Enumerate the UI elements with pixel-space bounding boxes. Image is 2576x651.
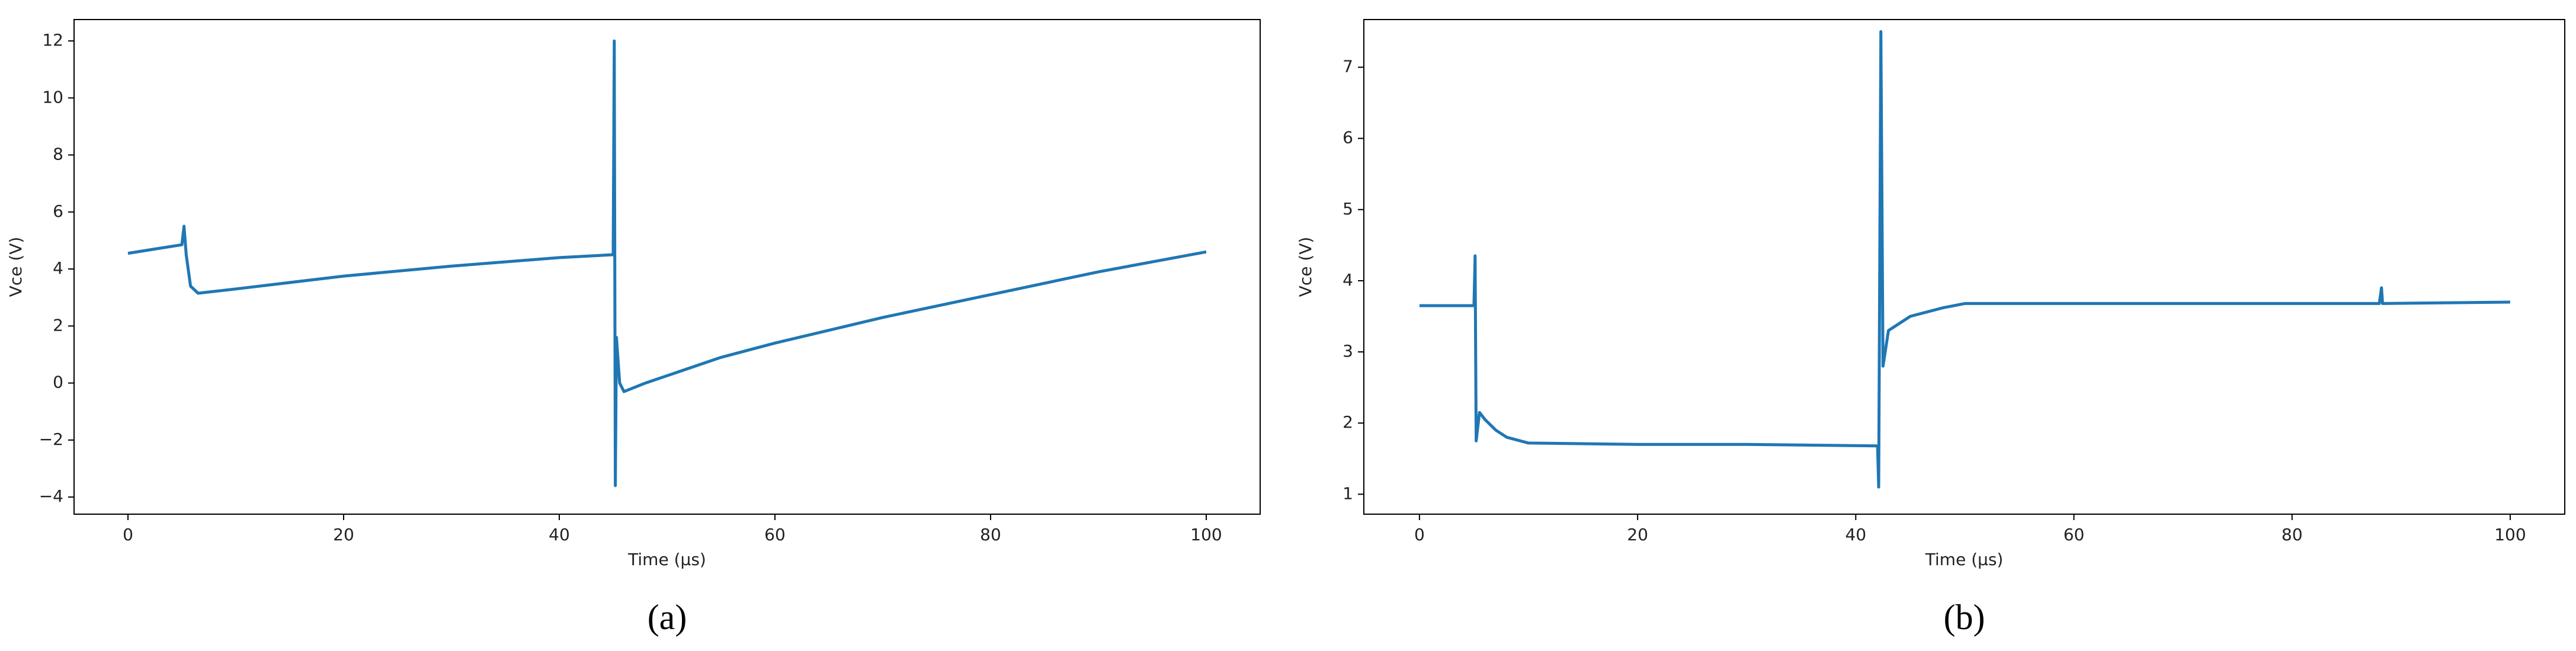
plot-frame [1363, 19, 2565, 515]
x-axis-label: Time (µs) [627, 550, 706, 569]
y-tick-label: 4 [53, 258, 63, 278]
y-tick-label: −4 [39, 486, 63, 506]
y-tick-label: 12 [42, 30, 63, 50]
caption: (b) [1944, 598, 1985, 637]
x-tick-label: 40 [549, 525, 570, 544]
x-tick-label: 80 [2282, 525, 2303, 544]
x-tick-label: 80 [980, 525, 1001, 544]
x-tick-label: 20 [333, 525, 354, 544]
x-tick-label: 0 [1414, 525, 1425, 544]
y-tick-label: −2 [39, 429, 63, 449]
y-tick-label: 0 [53, 373, 63, 392]
y-tick-label: 6 [53, 201, 63, 221]
x-tick-label: 60 [764, 525, 786, 544]
plot-frame [73, 19, 1261, 515]
y-tick-label: 4 [1343, 270, 1353, 290]
data-line [127, 39, 1207, 488]
y-tick-label: 2 [53, 315, 63, 335]
x-tick-label: 100 [2494, 525, 2526, 544]
y-tick-label: 8 [53, 145, 63, 164]
x-tick-label: 0 [123, 525, 133, 544]
y-tick-label: 2 [1343, 412, 1353, 432]
x-tick-label: 60 [2064, 525, 2085, 544]
x-tick-label: 40 [1845, 525, 1866, 544]
y-tick-label: 6 [1343, 128, 1353, 147]
y-axis-label: Vce (V) [6, 237, 25, 297]
y-tick-label: 7 [1343, 56, 1353, 76]
x-axis-label: Time (µs) [1925, 550, 2004, 569]
x-tick-label: 20 [1627, 525, 1648, 544]
data-line [1419, 30, 2510, 489]
caption: (a) [648, 598, 687, 637]
y-tick-label: 1 [1343, 483, 1353, 503]
y-tick-label: 10 [42, 87, 63, 107]
y-axis-label: Vce (V) [1296, 237, 1315, 297]
x-tick-label: 100 [1190, 525, 1222, 544]
y-tick-label: 3 [1343, 341, 1353, 361]
y-tick-label: 5 [1343, 199, 1353, 219]
